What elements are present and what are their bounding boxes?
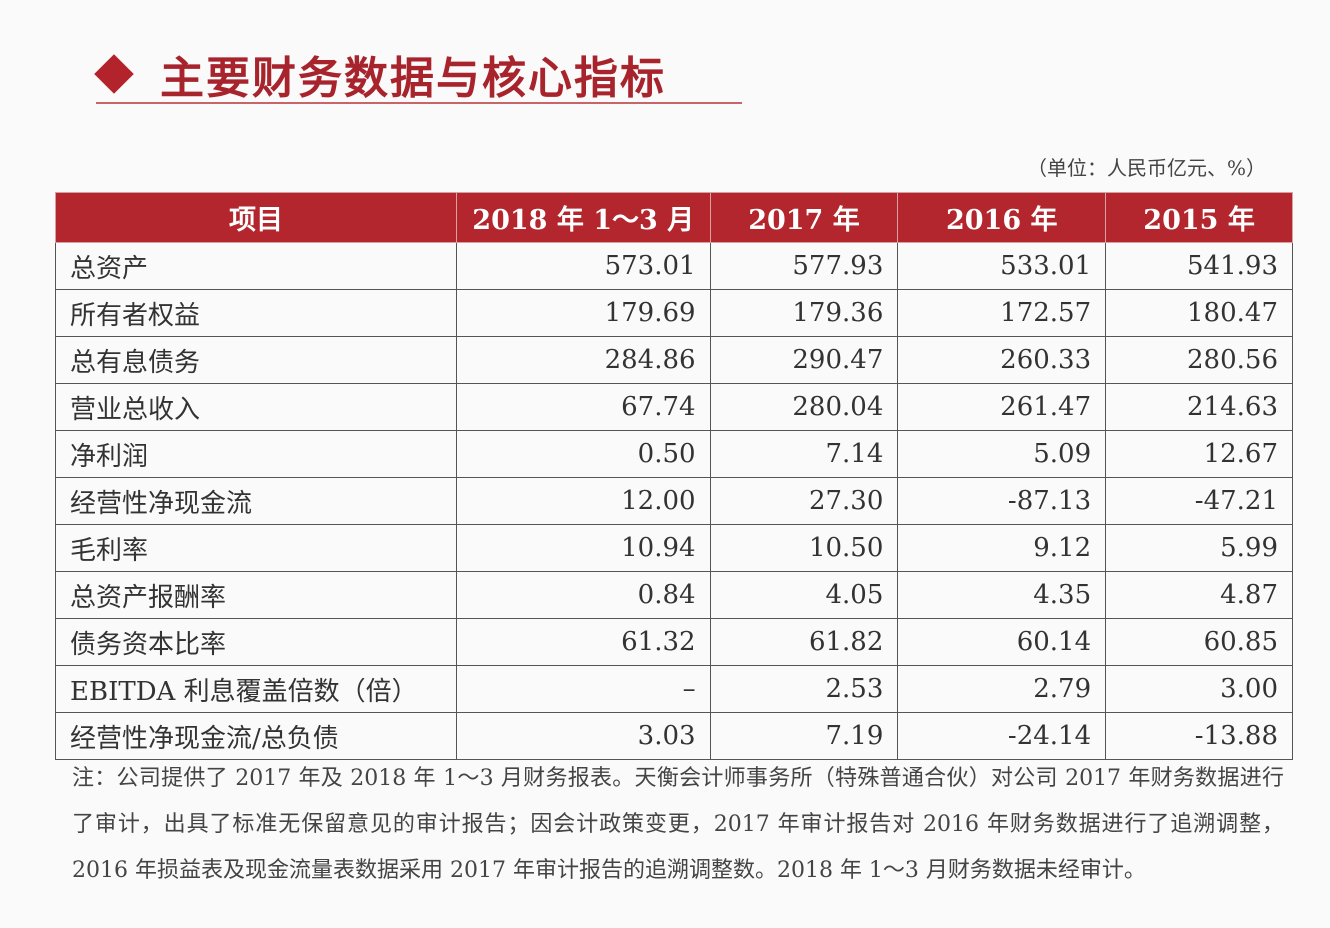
value-cell: 9.12 (897, 524, 1107, 572)
header-row: 项目 2018 年 1～3 月 2017 年 2016 年 2015 年 (55, 192, 1293, 243)
value-cell: 10.50 (709, 524, 899, 572)
table-row: 净利润 0.50 7.14 5.09 12.67 (55, 430, 1293, 478)
value-cell: 7.19 (709, 712, 899, 760)
title-block: 主要财务数据与核心指标 (94, 40, 742, 104)
column-header: 项目 (55, 192, 457, 243)
value-cell: 2.79 (897, 665, 1107, 713)
value-cell: -47.21 (1105, 477, 1293, 525)
column-header: 2017 年 (709, 192, 899, 243)
table-row: 所有者权益 179.69 179.36 172.57 180.47 (55, 289, 1293, 337)
value-cell: 7.14 (709, 430, 899, 478)
value-cell: 0.50 (455, 430, 711, 478)
row-label: 所有者权益 (55, 289, 457, 337)
value-cell: 60.85 (1105, 618, 1293, 666)
value-cell: 541.93 (1105, 242, 1293, 290)
row-label: 总有息债务 (55, 336, 457, 384)
value-cell: 12.00 (455, 477, 711, 525)
value-cell: 179.69 (455, 289, 711, 337)
row-label: 经营性净现金流 (55, 477, 457, 525)
column-header: 2016 年 (897, 192, 1107, 243)
value-cell: -24.14 (897, 712, 1107, 760)
value-cell: 10.94 (455, 524, 711, 572)
table-row: 毛利率 10.94 10.50 9.12 5.99 (55, 524, 1293, 572)
table-row: 总资产报酬率 0.84 4.05 4.35 4.87 (55, 571, 1293, 619)
title: 主要财务数据与核心指标 (160, 53, 666, 104)
note: 注：公司提供了 2017 年及 2018 年 1～3 月财务报表。天衡会计师事务… (72, 766, 1284, 883)
row-label: 总资产 (55, 242, 457, 290)
value-cell: 172.57 (897, 289, 1107, 337)
value-cell: 3.00 (1105, 665, 1293, 713)
value-cell: 5.99 (1105, 524, 1293, 572)
value-cell: 0.84 (455, 571, 711, 619)
value-cell: 4.35 (897, 571, 1107, 619)
value-cell: – (455, 665, 711, 713)
value-cell: 284.86 (455, 336, 711, 384)
value-cell: 5.09 (897, 430, 1107, 478)
table-row: 经营性净现金流/总负债 3.03 7.19 -24.14 -13.88 (55, 712, 1293, 760)
value-cell: 2.53 (709, 665, 899, 713)
value-cell: 12.67 (1105, 430, 1293, 478)
value-cell: 260.33 (897, 336, 1107, 384)
value-cell: 573.01 (455, 242, 711, 290)
value-cell: 179.36 (709, 289, 899, 337)
table-row: EBITDA 利息覆盖倍数（倍） –2.53 2.79 3.00 (55, 665, 1293, 713)
column-header: 2018 年 1～3 月 (455, 192, 711, 243)
table-body: 总资产 573.01 577.93 533.01 541.93 所有者权益 179.69 17… (55, 242, 1293, 760)
row-label: EBITDA 利息覆盖倍数（倍） (55, 665, 457, 713)
value-cell: 3.03 (455, 712, 711, 760)
table-row: 营业总收入 67.74 280.04 261.47 214.63 (55, 383, 1293, 431)
value-cell: 577.93 (709, 242, 899, 290)
value-cell: 60.14 (897, 618, 1107, 666)
value-cell: 67.74 (455, 383, 711, 431)
value-cell: 280.56 (1105, 336, 1293, 384)
row-label: 营业总收入 (55, 383, 457, 431)
value-cell: 533.01 (897, 242, 1107, 290)
column-header: 2015 年 (1105, 192, 1293, 243)
row-label: 毛利率 (55, 524, 457, 572)
unit-label: （单位：人民币亿元、%） (1026, 156, 1266, 180)
value-cell: 61.82 (709, 618, 899, 666)
value-cell: 214.63 (1105, 383, 1293, 431)
row-label: 净利润 (55, 430, 457, 478)
diamond-icon (94, 54, 134, 94)
value-cell: -87.13 (897, 477, 1107, 525)
financial-table: 项目 2018 年 1～3 月 2017 年 2016 年 2015 年 总资产 573.… (55, 192, 1293, 760)
row-label: 债务资本比率 (55, 618, 457, 666)
value-cell: 180.47 (1105, 289, 1293, 337)
table-head: 项目 2018 年 1～3 月 2017 年 2016 年 2015 年 (55, 192, 1293, 243)
table-row: 总资产 573.01 577.93 533.01 541.93 (55, 242, 1293, 290)
value-cell: 61.32 (455, 618, 711, 666)
value-cell: 280.04 (709, 383, 899, 431)
value-cell: 261.47 (897, 383, 1107, 431)
table-row: 经营性净现金流 12.00 27.30 -87.13 -47.21 (55, 477, 1293, 525)
value-cell: 27.30 (709, 477, 899, 525)
table-row: 总有息债务 284.86 290.47 260.33 280.56 (55, 336, 1293, 384)
row-label: 经营性净现金流/总负债 (55, 712, 457, 760)
row-label: 总资产报酬率 (55, 571, 457, 619)
value-cell: 4.05 (709, 571, 899, 619)
value-cell: 4.87 (1105, 571, 1293, 619)
value-cell: 290.47 (709, 336, 899, 384)
value-cell: -13.88 (1105, 712, 1293, 760)
table-row: 债务资本比率 61.32 61.82 60.14 60.85 (55, 618, 1293, 666)
